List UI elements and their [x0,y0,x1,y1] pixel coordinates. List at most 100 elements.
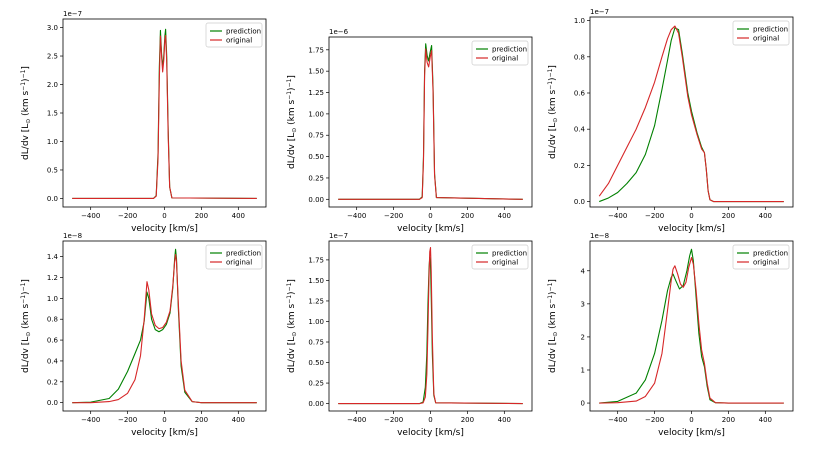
y-tick-label: 0.0 [574,198,585,206]
x-axis-label: velocity [km/s] [131,224,198,234]
y-axis-label: dL/dv [L⊙ (km s−1)−1] [20,66,32,160]
y-tick-label: 1.00 [308,110,324,118]
y-axis-label: dL/dv [L⊙ (km s−1)−1] [286,279,298,373]
y-tick-label: 0 [581,400,585,408]
x-tick-label: 200 [195,416,208,424]
x-axis-label: velocity [km/s] [131,428,198,438]
x-tick-label: 0 [162,212,166,220]
y-tick-label: 2.0 [47,81,58,89]
x-tick-label: −400 [347,416,366,424]
series-line-original [338,48,523,200]
subplot-4: −400 −200 0 200 400 0.0 0.2 0.4 0.6 0.8 1.0 1.2 1.4 1… [20,232,267,438]
y-tick-label: 1.0 [47,138,58,146]
series-line-original [338,247,523,405]
x-tick-label: 400 [498,212,511,220]
legend-label-prediction: prediction [492,250,527,258]
y-tick-label: 0.6 [47,337,59,345]
x-tick-label: −200 [645,416,664,424]
x-tick-label: 0 [689,212,693,220]
x-tick-label: 400 [759,212,772,220]
x-tick-label: 200 [195,212,208,220]
y-tick-label: 0.75 [308,132,324,140]
axis-multiplier: 1e−7 [329,232,348,240]
y-tick-label: 2 [581,333,585,341]
y-tick-label: 0.4 [47,357,59,365]
legend-label-prediction: prediction [226,28,261,36]
y-tick-label: 3.0 [47,24,58,32]
x-tick-label: 0 [162,416,166,424]
legend-label-prediction: prediction [753,26,788,34]
legend-box [471,40,529,66]
y-tick-label: 1.00 [308,318,324,326]
y-tick-label: 1.25 [308,297,324,305]
x-tick-label: 400 [232,416,245,424]
y-tick-label: 1.0 [47,295,58,303]
x-axis-label: velocity [km/s] [658,428,725,438]
series-line-original [72,254,257,404]
subplot-5: −400 −200 0 200 400 0.00 0.25 0.50 0.75 1.00 1.25 1… [286,232,533,438]
series-line-prediction [72,248,257,404]
y-tick-label: 0.50 [308,359,324,367]
y-tick-label: 0.25 [308,174,324,182]
axis-multiplier: 1e−7 [63,10,82,18]
x-tick-label: −400 [81,416,100,424]
y-tick-label: 0.00 [308,196,324,204]
y-tick-label: 4 [581,267,586,275]
y-tick-label: 1.4 [47,253,59,261]
y-tick-label: 0.50 [308,153,324,161]
y-tick-label: 0.4 [574,126,586,134]
x-tick-label: 200 [722,416,735,424]
axis-multiplier: 1e−6 [329,28,349,36]
x-tick-label: −400 [608,416,627,424]
legend-label-original: original [753,259,779,267]
y-tick-label: 1.5 [47,110,58,118]
legend-label-original: original [492,55,518,63]
y-axis-label: dL/dv [L⊙ (km s−1)−1] [547,279,559,373]
legend-label-original: original [226,37,252,45]
y-tick-label: 0.2 [47,378,58,386]
y-tick-label: 0.25 [308,380,324,388]
series-line-original [599,256,784,404]
y-tick-label: 0.75 [308,339,324,347]
legend-box [471,244,529,270]
series-line-original [72,34,257,199]
y-tick-label: 1.75 [308,46,324,54]
y-tick-label: 1.75 [308,256,324,264]
subplot-1: −400 −200 0 200 400 0.0 0.5 1.0 1.5 2.0 2.5 3.0 1e−7… [20,10,267,234]
x-axis-label: velocity [km/s] [397,428,464,438]
y-axis-label: dL/dv [L⊙ (km s−1)−1] [286,75,298,169]
x-tick-label: 200 [461,212,474,220]
x-tick-label: 0 [689,416,693,424]
legend-box [732,244,790,270]
y-tick-label: 0.0 [47,399,58,407]
x-tick-label: −200 [118,212,137,220]
series-line-prediction [338,43,523,200]
legend-box [205,244,263,270]
x-tick-label: 200 [461,416,474,424]
legend-label-prediction: prediction [226,250,261,258]
axis-multiplier: 1e−7 [590,8,609,16]
legend-label-prediction: prediction [492,46,527,54]
y-axis-label: dL/dv [L⊙ (km s−1)−1] [20,279,32,373]
y-tick-label: 0.00 [308,400,324,408]
x-tick-label: −200 [384,212,403,220]
x-tick-label: −400 [347,212,366,220]
x-tick-label: 400 [759,416,772,424]
x-tick-label: −200 [384,416,403,424]
y-tick-label: 0.6 [574,90,586,98]
series-line-original [598,25,784,203]
x-axis-label: velocity [km/s] [397,224,464,234]
series-line-prediction [599,248,784,404]
x-axis-label: velocity [km/s] [658,224,725,234]
legend-label-prediction: prediction [753,250,788,258]
subplot-6: −400 −200 0 200 400 0 1 2 3 4 1e−8 velocity [km/s] d… [547,232,794,438]
x-tick-label: −400 [81,212,100,220]
x-tick-label: −200 [118,416,137,424]
subplot-2: −400 −200 0 200 400 0.00 0.25 0.50 0.75 1.00 1.25 1… [286,28,533,234]
legend-box [205,22,263,48]
